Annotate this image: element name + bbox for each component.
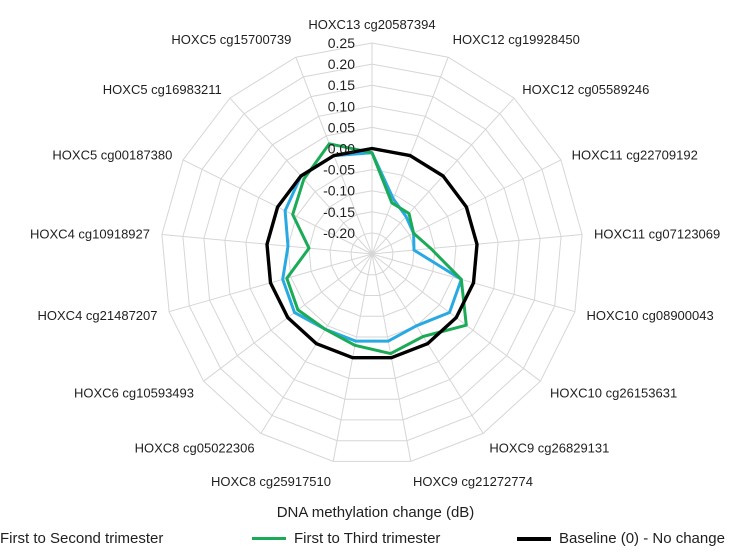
tick-label: 0.10 xyxy=(328,98,355,114)
series-line-first-to-third-trimester xyxy=(285,142,468,356)
grid-ring xyxy=(182,63,562,442)
grid-ring xyxy=(224,105,520,400)
radar-series xyxy=(265,142,479,360)
legend-label-first-to-second: First to Second trimester xyxy=(0,530,164,547)
legend-entry-first-to-second: First to Second trimester xyxy=(0,530,163,547)
grid-ring xyxy=(308,190,436,317)
legend-swatch-first-to-third xyxy=(252,537,286,540)
category-label: HOXC12 cg05589246 xyxy=(522,82,649,97)
category-label: HOXC10 cg26153631 xyxy=(550,385,677,400)
category-labels: HOXC13 cg20587394 HOXC12 cg19928450 HOXC12… xyxy=(30,17,720,489)
radar-chart: 0.25 0.20 0.15 0.10 0.05 0.00 -0.05 -0.10 -0.15 -… xyxy=(30,17,720,489)
legend-entry-baseline: Baseline (0) - No change xyxy=(517,530,725,547)
category-label: HOXC8 cg25917510 xyxy=(211,474,331,489)
legend-entry-first-to-third: First to Third trimester xyxy=(252,530,440,547)
tick-label: 0.00 xyxy=(328,141,355,157)
category-label: HOXC4 cg21487207 xyxy=(38,308,158,323)
category-label: HOXC5 cg00187380 xyxy=(52,148,172,163)
grid-ring xyxy=(329,211,415,296)
axis-title: DNA methylation change (dB) xyxy=(276,504,475,521)
category-label: HOXC4 cg10918927 xyxy=(30,226,150,241)
grid-ring xyxy=(161,42,583,462)
tick-label: 0.15 xyxy=(328,77,355,93)
category-label: HOXC9 cg26829131 xyxy=(489,441,609,456)
tick-label: 0.20 xyxy=(328,56,355,72)
category-label: HOXC10 cg08900043 xyxy=(587,308,714,323)
category-label: HOXC12 cg19928450 xyxy=(453,32,580,47)
grid-ring xyxy=(203,84,541,421)
tick-label: -0.20 xyxy=(323,225,355,241)
category-label: HOXC5 cg15700739 xyxy=(171,32,291,47)
tick-label: 0.25 xyxy=(328,35,355,51)
category-label: HOXC6 cg10593493 xyxy=(74,385,194,400)
radar-grid xyxy=(161,42,583,462)
legend-label-first-to-third: First to Third trimester xyxy=(294,530,441,547)
legend: First to Second trimester First to Third… xyxy=(0,530,751,552)
category-label: HOXC5 cg16983211 xyxy=(103,82,222,97)
grid-ring xyxy=(287,169,457,338)
radial-tick-labels: 0.25 0.20 0.15 0.10 0.05 0.00 -0.05 -0.10 -0.15 -… xyxy=(323,35,355,241)
category-label: HOXC11 cg22709192 xyxy=(572,148,698,163)
series-line-baseline-0-no-change xyxy=(265,146,479,360)
category-label: HOXC8 cg05022306 xyxy=(135,441,255,456)
category-label: HOXC9 cg21272774 xyxy=(413,474,533,489)
tick-label: -0.05 xyxy=(323,162,355,178)
tick-label: -0.15 xyxy=(323,204,355,220)
grid-ring xyxy=(350,232,394,276)
category-label: HOXC13 cg20587394 xyxy=(308,17,435,32)
grid-ring xyxy=(245,126,499,379)
category-label: HOXC11 cg07123069 xyxy=(594,226,720,241)
legend-label-baseline: Baseline (0) - No change xyxy=(559,530,725,547)
tick-label: -0.10 xyxy=(323,183,355,199)
tick-label: 0.05 xyxy=(328,119,355,135)
legend-swatch-baseline xyxy=(517,536,551,541)
